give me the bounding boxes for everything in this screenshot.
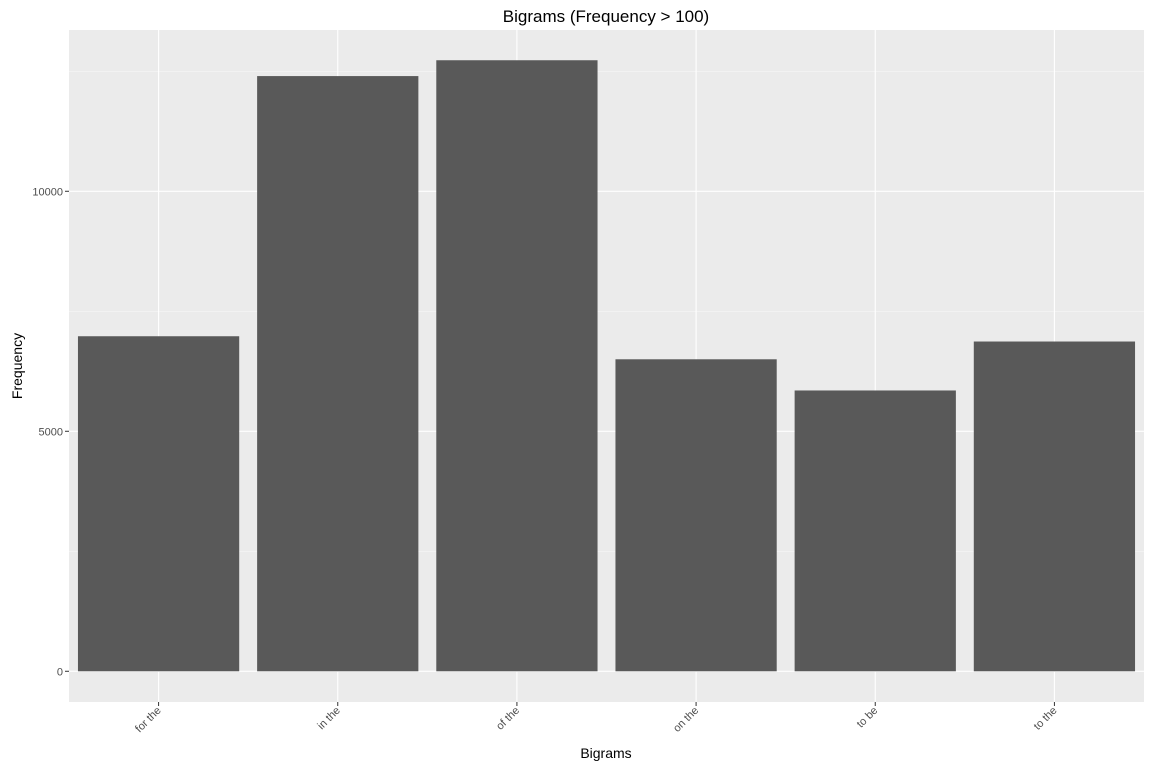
bar [973, 341, 1136, 672]
bars [77, 60, 1136, 672]
x-axis-title: Bigrams [580, 745, 631, 761]
bar [257, 76, 419, 672]
y-axis-title: Frequency [9, 333, 25, 399]
bar [615, 359, 777, 672]
chart-title: Bigrams (Frequency > 100) [503, 7, 709, 26]
plot-panel [69, 30, 1144, 702]
bar [794, 390, 956, 672]
y-tick-label: 5000 [39, 426, 63, 438]
y-tick-label: 10000 [32, 186, 63, 198]
bar [436, 60, 598, 672]
y-axis: 0 5000 10000 [32, 186, 69, 678]
y-tick-label: 0 [57, 666, 63, 678]
bar [77, 336, 240, 672]
